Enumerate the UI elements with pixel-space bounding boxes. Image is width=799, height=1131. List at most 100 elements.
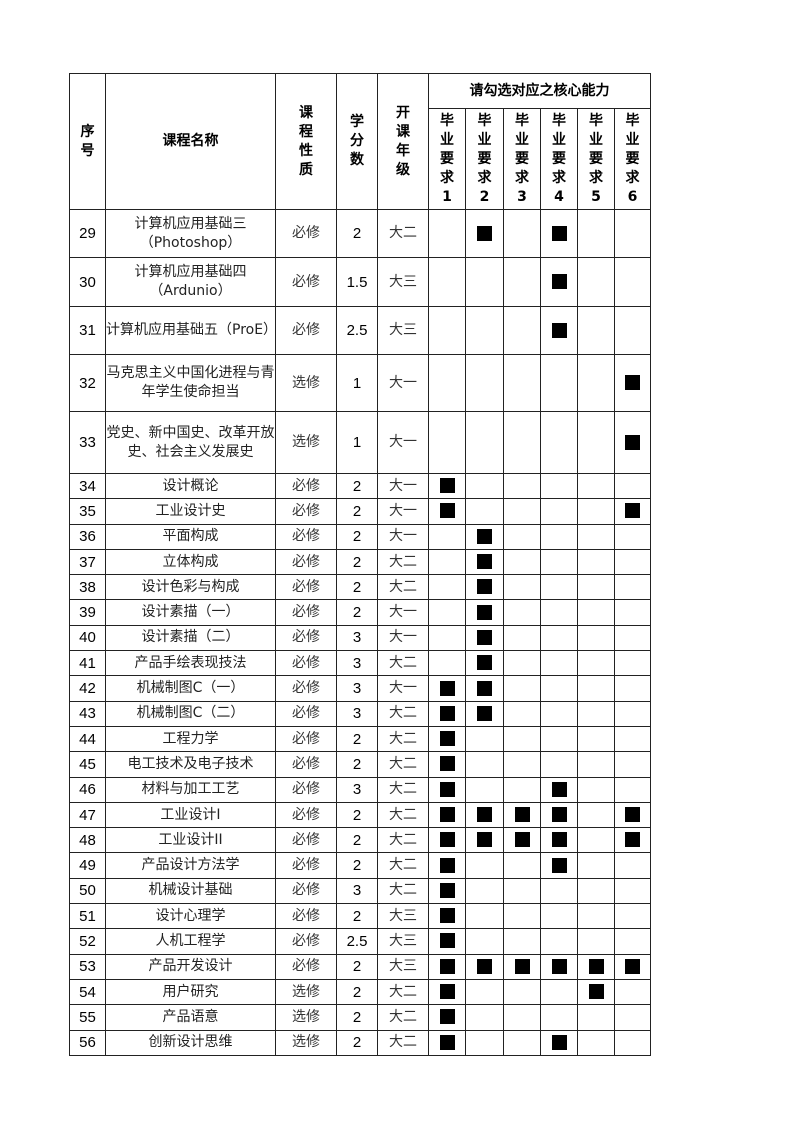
ability-cell-6[interactable] (614, 827, 651, 854)
ability-cell-3[interactable] (503, 411, 541, 474)
ability-cell-4[interactable] (540, 257, 578, 307)
ability-cell-6[interactable] (614, 877, 651, 905)
ability-cell-4[interactable] (540, 953, 578, 980)
ability-cell-5[interactable] (577, 1004, 615, 1031)
ability-cell-2[interactable] (465, 903, 504, 930)
ability-cell-5[interactable] (577, 725, 615, 753)
ability-cell-4[interactable] (540, 306, 578, 355)
ability-cell-2[interactable] (465, 1004, 504, 1031)
ability-cell-6[interactable] (614, 675, 651, 702)
ability-cell-3[interactable] (503, 498, 541, 525)
ability-cell-2[interactable] (465, 548, 504, 576)
ability-cell-3[interactable] (503, 978, 541, 1006)
ability-cell-5[interactable] (577, 472, 615, 500)
ability-cell-3[interactable] (503, 852, 541, 879)
ability-cell-2[interactable] (465, 928, 504, 955)
ability-cell-6[interactable] (614, 599, 651, 626)
ability-cell-2[interactable] (465, 776, 504, 803)
ability-cell-4[interactable] (540, 1004, 578, 1031)
ability-cell-2[interactable] (465, 675, 504, 702)
ability-cell-3[interactable] (503, 700, 541, 727)
ability-cell-5[interactable] (577, 801, 615, 829)
ability-cell-5[interactable] (577, 675, 615, 702)
ability-cell-2[interactable] (465, 725, 504, 753)
ability-cell-3[interactable] (503, 903, 541, 930)
ability-cell-5[interactable] (577, 574, 615, 601)
ability-cell-6[interactable] (614, 209, 651, 258)
ability-cell-5[interactable] (577, 209, 615, 258)
ability-cell-3[interactable] (503, 953, 541, 980)
ability-cell-4[interactable] (540, 624, 578, 652)
ability-cell-6[interactable] (614, 1004, 651, 1031)
ability-cell-1[interactable] (428, 354, 466, 412)
ability-cell-1[interactable] (428, 776, 466, 803)
ability-cell-3[interactable] (503, 574, 541, 601)
ability-cell-2[interactable] (465, 354, 504, 412)
ability-cell-1[interactable] (428, 852, 466, 879)
ability-cell-5[interactable] (577, 624, 615, 652)
ability-cell-3[interactable] (503, 1004, 541, 1031)
ability-cell-3[interactable] (503, 354, 541, 412)
ability-cell-2[interactable] (465, 472, 504, 500)
ability-cell-2[interactable] (465, 801, 504, 829)
ability-cell-2[interactable] (465, 852, 504, 879)
ability-cell-1[interactable] (428, 650, 466, 677)
ability-cell-6[interactable] (614, 472, 651, 500)
ability-cell-6[interactable] (614, 953, 651, 980)
ability-cell-4[interactable] (540, 700, 578, 727)
ability-cell-6[interactable] (614, 903, 651, 930)
ability-cell-6[interactable] (614, 928, 651, 955)
ability-cell-5[interactable] (577, 1029, 615, 1056)
ability-cell-3[interactable] (503, 827, 541, 854)
ability-cell-5[interactable] (577, 548, 615, 576)
ability-cell-1[interactable] (428, 257, 466, 307)
ability-cell-3[interactable] (503, 801, 541, 829)
ability-cell-4[interactable] (540, 903, 578, 930)
ability-cell-2[interactable] (465, 650, 504, 677)
ability-cell-5[interactable] (577, 306, 615, 355)
ability-cell-1[interactable] (428, 953, 466, 980)
ability-cell-4[interactable] (540, 523, 578, 550)
ability-cell-6[interactable] (614, 548, 651, 576)
ability-cell-4[interactable] (540, 411, 578, 474)
ability-cell-5[interactable] (577, 650, 615, 677)
ability-cell-3[interactable] (503, 599, 541, 626)
ability-cell-6[interactable] (614, 498, 651, 525)
ability-cell-2[interactable] (465, 498, 504, 525)
ability-cell-3[interactable] (503, 257, 541, 307)
ability-cell-4[interactable] (540, 650, 578, 677)
ability-cell-4[interactable] (540, 209, 578, 258)
ability-cell-5[interactable] (577, 903, 615, 930)
ability-cell-5[interactable] (577, 877, 615, 905)
ability-cell-1[interactable] (428, 411, 466, 474)
ability-cell-6[interactable] (614, 306, 651, 355)
ability-cell-1[interactable] (428, 599, 466, 626)
ability-cell-5[interactable] (577, 827, 615, 854)
ability-cell-6[interactable] (614, 1029, 651, 1056)
ability-cell-3[interactable] (503, 776, 541, 803)
ability-cell-3[interactable] (503, 472, 541, 500)
ability-cell-1[interactable] (428, 472, 466, 500)
ability-cell-1[interactable] (428, 827, 466, 854)
ability-cell-6[interactable] (614, 978, 651, 1006)
ability-cell-5[interactable] (577, 978, 615, 1006)
ability-cell-5[interactable] (577, 700, 615, 727)
ability-cell-4[interactable] (540, 725, 578, 753)
ability-cell-2[interactable] (465, 209, 504, 258)
ability-cell-4[interactable] (540, 1029, 578, 1056)
ability-cell-5[interactable] (577, 498, 615, 525)
ability-cell-4[interactable] (540, 599, 578, 626)
ability-cell-4[interactable] (540, 852, 578, 879)
ability-cell-1[interactable] (428, 1004, 466, 1031)
ability-cell-4[interactable] (540, 548, 578, 576)
ability-cell-3[interactable] (503, 675, 541, 702)
ability-cell-1[interactable] (428, 903, 466, 930)
ability-cell-3[interactable] (503, 650, 541, 677)
ability-cell-1[interactable] (428, 306, 466, 355)
ability-cell-2[interactable] (465, 411, 504, 474)
ability-cell-3[interactable] (503, 1029, 541, 1056)
ability-cell-4[interactable] (540, 877, 578, 905)
ability-cell-1[interactable] (428, 700, 466, 727)
ability-cell-4[interactable] (540, 928, 578, 955)
ability-cell-1[interactable] (428, 928, 466, 955)
